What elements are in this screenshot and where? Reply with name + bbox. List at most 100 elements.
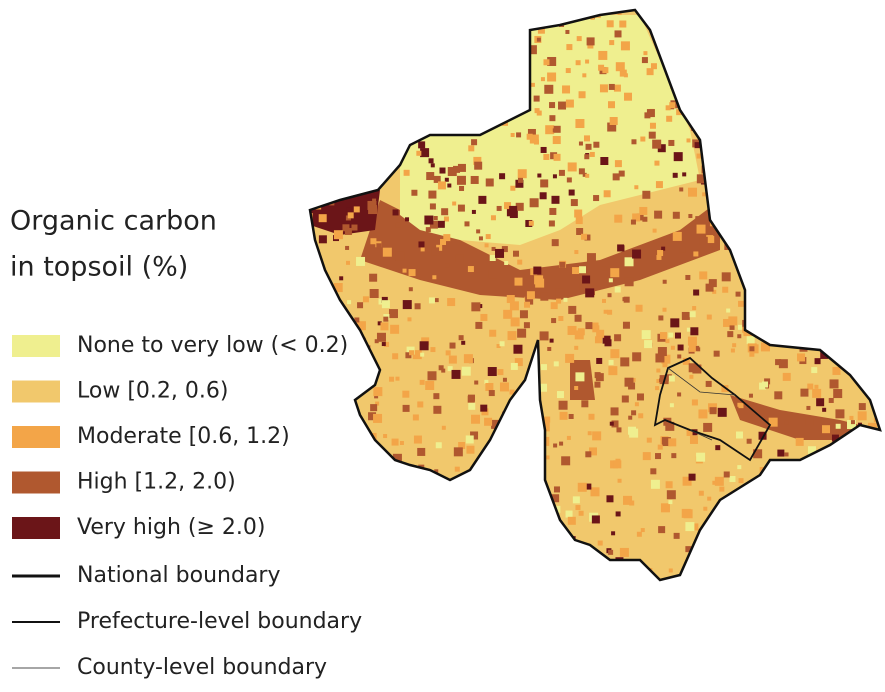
soil-pixel: [339, 365, 349, 375]
soil-pixel: [363, 73, 373, 83]
soil-pixel: [509, 205, 518, 214]
soil-pixel: [650, 63, 657, 70]
soil-pixel: [344, 186, 351, 193]
soil-pixel: [790, 528, 796, 534]
soil-pixel: [429, 203, 436, 210]
soil-pixel: [657, 444, 663, 450]
soil-pixel: [509, 301, 519, 311]
soil-pixel: [700, 123, 707, 130]
soil-pixel: [632, 213, 641, 222]
soil-pixel: [478, 195, 487, 204]
soil-pixel: [333, 309, 339, 315]
soil-pixel: [565, 68, 571, 74]
soil-pixel: [746, 438, 752, 444]
soil-pixel: [504, 261, 509, 266]
soil-pixel: [762, 482, 768, 488]
soil-pixel: [585, 288, 595, 298]
soil-pixel: [695, 216, 703, 224]
soil-pixel: [456, 513, 462, 519]
soil-pixel: [873, 312, 880, 319]
soil-pixel: [844, 341, 850, 347]
soil-pixel: [304, 107, 309, 112]
soil-pixel: [310, 370, 316, 379]
soil-pixel: [556, 391, 564, 399]
soil-pixel: [428, 190, 437, 199]
soil-pixel: [706, 96, 715, 105]
soil-pixel: [537, 173, 542, 178]
soil-pixel: [551, 239, 559, 247]
soil-pixel: [876, 120, 880, 128]
soil-pixel: [487, 367, 497, 377]
soil-pixel: [400, 27, 410, 37]
soil-pixel: [689, 435, 698, 444]
soil-pixel: [662, 279, 667, 284]
soil-pixel: [565, 510, 573, 518]
soil-pixel: [458, 335, 464, 341]
soil-pixel: [489, 329, 497, 337]
soil-pixel: [392, 353, 399, 360]
soil-pixel: [698, 490, 704, 496]
soil-pixel: [794, 200, 801, 207]
soil-pixel: [411, 189, 418, 196]
soil-pixel: [562, 536, 571, 545]
soil-pixel: [420, 352, 425, 357]
soil-pixel: [772, 489, 777, 494]
soil-pixel: [794, 186, 804, 196]
soil-pixel: [359, 77, 365, 83]
soil-pixel: [376, 243, 382, 249]
soil-pixel: [597, 540, 603, 546]
soil-pixel: [753, 449, 763, 459]
soil-pixel: [549, 338, 554, 343]
soil-pixel: [737, 465, 742, 470]
soil-pixel: [494, 59, 504, 69]
soil-pixel: [439, 167, 446, 174]
soil-pixel: [416, 150, 422, 156]
soil-pixel: [665, 421, 675, 431]
legend-label: Moderate [0.6, 1.2): [77, 424, 290, 449]
soil-pixel: [345, 245, 350, 250]
soil-pixel: [531, 583, 539, 591]
soil-pixel: [705, 380, 712, 387]
soil-pixel: [749, 219, 755, 225]
soil-pixel: [566, 435, 571, 440]
soil-pixel: [731, 540, 737, 546]
soil-pixel: [451, 369, 461, 379]
soil-pixel: [472, 588, 479, 595]
soil-pixel: [547, 72, 557, 82]
soil-pixel: [412, 350, 422, 360]
soil-pixel: [408, 269, 416, 277]
soil-pixel: [310, 33, 318, 43]
soil-pixel: [723, 10, 728, 15]
soil-pixel: [729, 324, 735, 330]
soil-pixel: [443, 73, 452, 82]
soil-pixel: [803, 34, 813, 44]
soil-pixel: [383, 49, 391, 57]
soil-pixel: [473, 156, 482, 165]
soil-pixel: [434, 298, 439, 303]
soil-pixel: [558, 315, 564, 321]
soil-pixel: [399, 440, 404, 445]
soil-pixel: [434, 469, 439, 474]
soil-pixel: [524, 301, 531, 308]
soil-pixel: [743, 180, 753, 190]
soil-pixel: [712, 289, 717, 294]
soil-pixel: [476, 229, 481, 234]
soil-pixel: [490, 215, 496, 221]
soil-pixel: [721, 186, 731, 196]
soil-pixel: [351, 224, 358, 231]
soil-pixel: [526, 509, 534, 517]
soil-pixel: [656, 254, 662, 260]
soil-pixel: [510, 185, 516, 191]
soil-pixel: [701, 530, 707, 536]
soil-pixel: [619, 20, 627, 28]
soil-pixel: [458, 441, 466, 449]
soil-pixel: [411, 495, 418, 502]
soil-pixel: [752, 188, 760, 196]
soil-pixel: [537, 26, 545, 34]
soil-pixel: [342, 364, 347, 369]
soil-pixel: [375, 401, 380, 406]
soil-pixel: [362, 473, 368, 479]
legend-label: Prefecture-level boundary: [77, 609, 362, 634]
soil-pixel: [594, 565, 603, 574]
soil-pixel: [559, 261, 566, 268]
